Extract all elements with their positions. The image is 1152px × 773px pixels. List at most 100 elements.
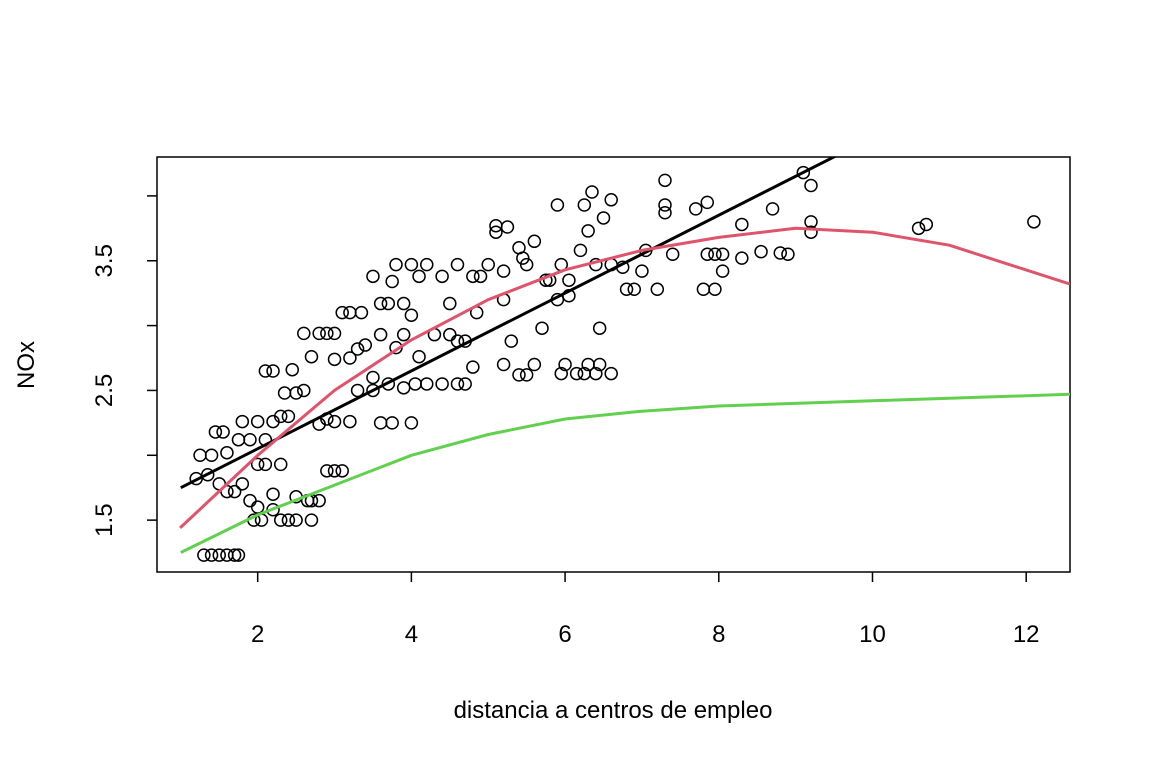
point bbox=[496, 357, 511, 372]
point bbox=[412, 349, 426, 364]
point bbox=[781, 247, 795, 262]
point bbox=[535, 321, 549, 335]
point bbox=[604, 366, 618, 381]
point bbox=[304, 349, 319, 364]
point bbox=[708, 282, 722, 297]
point bbox=[193, 448, 207, 463]
point bbox=[327, 326, 342, 341]
point bbox=[773, 246, 788, 260]
point bbox=[396, 296, 411, 311]
point bbox=[343, 414, 357, 429]
point bbox=[235, 477, 250, 491]
point bbox=[281, 409, 296, 424]
point bbox=[350, 342, 365, 356]
point bbox=[343, 351, 357, 365]
point bbox=[435, 269, 449, 284]
point bbox=[396, 327, 411, 342]
point bbox=[573, 243, 588, 258]
point bbox=[404, 308, 419, 322]
point bbox=[489, 225, 503, 239]
point bbox=[496, 264, 511, 278]
point bbox=[312, 493, 326, 508]
point bbox=[366, 269, 380, 284]
point bbox=[619, 282, 634, 297]
x-tick-label: 6 bbox=[558, 621, 571, 648]
point bbox=[604, 193, 618, 207]
point bbox=[658, 206, 672, 220]
y-tick-label: 2.5 bbox=[91, 374, 118, 407]
x-tick-label: 10 bbox=[859, 621, 886, 648]
point bbox=[285, 362, 300, 377]
point bbox=[220, 445, 234, 460]
point bbox=[289, 386, 303, 400]
point bbox=[204, 448, 219, 463]
point bbox=[358, 338, 373, 352]
plot-frame bbox=[156, 156, 1071, 573]
point bbox=[558, 357, 572, 372]
point bbox=[335, 464, 349, 478]
point bbox=[443, 296, 457, 311]
point bbox=[443, 327, 457, 342]
x-tick-label: 12 bbox=[1013, 621, 1040, 648]
point bbox=[235, 414, 250, 429]
point bbox=[320, 326, 334, 341]
point bbox=[373, 416, 388, 430]
point bbox=[266, 364, 280, 378]
point bbox=[627, 282, 641, 297]
point bbox=[327, 352, 342, 367]
point bbox=[189, 471, 203, 486]
line bbox=[180, 157, 838, 490]
point bbox=[700, 247, 715, 262]
x-tick-label: 8 bbox=[712, 621, 725, 648]
point bbox=[354, 305, 369, 320]
point bbox=[335, 305, 349, 320]
point bbox=[796, 165, 811, 180]
point bbox=[527, 234, 542, 249]
point bbox=[420, 377, 434, 391]
point bbox=[381, 377, 396, 391]
point bbox=[304, 513, 319, 527]
point bbox=[592, 357, 607, 372]
point bbox=[273, 513, 288, 527]
point bbox=[919, 217, 934, 232]
point bbox=[243, 432, 257, 447]
point bbox=[289, 513, 303, 527]
point bbox=[658, 198, 672, 212]
point bbox=[735, 217, 749, 232]
point bbox=[481, 257, 495, 272]
point bbox=[258, 457, 273, 472]
x-tick-label: 2 bbox=[251, 621, 264, 648]
point bbox=[473, 269, 488, 284]
point bbox=[389, 257, 403, 272]
point bbox=[562, 273, 576, 287]
x-axis-title: distancia a centros de empleo bbox=[454, 697, 773, 724]
point bbox=[197, 548, 211, 562]
point bbox=[277, 386, 292, 400]
point bbox=[420, 257, 434, 272]
point bbox=[412, 269, 426, 284]
y-axis-title: NOx bbox=[13, 341, 40, 389]
point bbox=[735, 251, 749, 265]
point bbox=[911, 221, 926, 236]
point bbox=[658, 173, 672, 188]
point bbox=[696, 282, 711, 297]
point bbox=[466, 360, 480, 374]
line bbox=[180, 392, 1070, 554]
y-tick-label: 1.5 bbox=[91, 503, 118, 536]
point bbox=[527, 357, 542, 372]
point bbox=[554, 366, 568, 381]
point bbox=[466, 269, 480, 284]
point bbox=[200, 467, 215, 482]
point bbox=[592, 321, 607, 335]
point bbox=[281, 513, 296, 527]
point bbox=[227, 484, 242, 499]
point bbox=[1027, 215, 1041, 229]
point bbox=[327, 464, 342, 478]
point bbox=[231, 432, 246, 447]
point bbox=[408, 377, 422, 391]
point bbox=[273, 457, 288, 472]
point bbox=[312, 326, 326, 341]
point bbox=[519, 368, 534, 382]
